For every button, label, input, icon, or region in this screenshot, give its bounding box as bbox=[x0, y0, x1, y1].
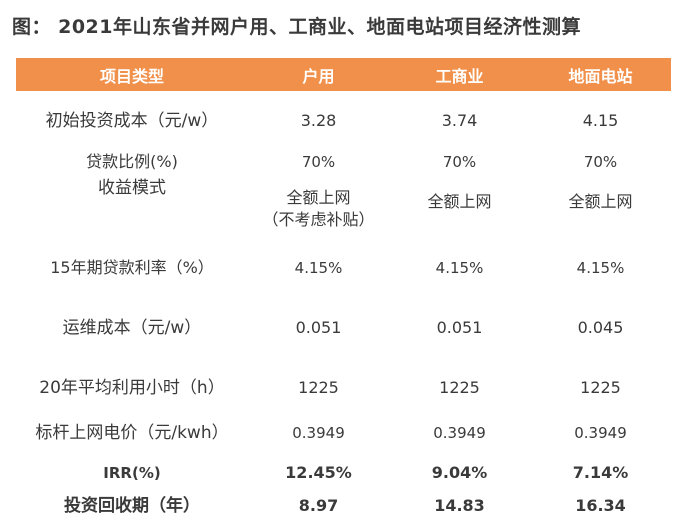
cell-value: 0.045 bbox=[577, 318, 624, 337]
cell-value: 12.45% bbox=[285, 463, 352, 482]
row-label: IRR(%) bbox=[103, 464, 161, 482]
economics-table: 项目类型 户用 工商业 地面电站 初始投资成本（元/w） 3.28 3.74 4… bbox=[16, 58, 671, 521]
row-label: 15年期贷款利率（%） bbox=[50, 258, 214, 277]
cell-value: 4.15 bbox=[582, 111, 619, 130]
cell-value: 1225 bbox=[298, 378, 339, 397]
cell-value-main: 全额上网 bbox=[286, 188, 351, 207]
table-row: 20年平均利用小时（h） 1225 1225 1225 bbox=[16, 365, 671, 411]
header-ground-station: 地面电站 bbox=[530, 58, 671, 91]
table-row: 标杆上网电价（元/kwh） 0.3949 0.3949 0.3949 bbox=[16, 411, 671, 455]
row-label: 贷款比例(%) bbox=[86, 152, 178, 171]
cell-value: 7.14% bbox=[572, 463, 629, 482]
cell-value: 9.04% bbox=[431, 463, 488, 482]
cell-value: 全额上网 bbox=[427, 192, 492, 211]
page-title: 图： 2021年山东省并网户用、工商业、地面电站项目经济性测算 bbox=[12, 16, 581, 38]
cell-value: 全额上网 bbox=[568, 192, 633, 211]
economics-table-container: 项目类型 户用 工商业 地面电站 初始投资成本（元/w） 3.28 3.74 4… bbox=[16, 58, 671, 516]
table-row: 运维成本（元/w） 0.051 0.051 0.045 bbox=[16, 291, 671, 365]
table-header-row: 项目类型 户用 工商业 地面电站 bbox=[16, 58, 671, 91]
cell-value: 全额上网 （不考虑补贴） bbox=[248, 173, 389, 245]
cell-value: 3.74 bbox=[441, 111, 478, 130]
cell-value: 3.28 bbox=[300, 111, 337, 130]
cell-value: 4.15% bbox=[576, 259, 625, 277]
table-row: 投资回收期（年） 8.97 14.83 16.34 bbox=[16, 491, 671, 521]
table-row: IRR(%) 12.45% 9.04% 7.14% bbox=[16, 455, 671, 491]
cell-value: 4.15% bbox=[294, 259, 343, 277]
row-label: 20年平均利用小时（h） bbox=[39, 378, 225, 398]
cell-value: 0.051 bbox=[436, 318, 483, 337]
cell-value-note: （不考虑补贴） bbox=[262, 210, 375, 229]
cell-value: 0.3949 bbox=[433, 424, 486, 442]
cell-value: 0.051 bbox=[295, 318, 342, 337]
header-residential: 户用 bbox=[248, 58, 389, 91]
cell-value: 14.83 bbox=[434, 496, 485, 515]
cell-value: 70% bbox=[301, 153, 336, 171]
header-project-type: 项目类型 bbox=[16, 58, 248, 91]
table-row: 收益模式 全额上网 （不考虑补贴） 全额上网 全额上网 bbox=[16, 173, 671, 245]
row-label: 运维成本（元/w） bbox=[62, 318, 202, 338]
cell-value: 0.3949 bbox=[292, 424, 345, 442]
cell-value: 4.15% bbox=[435, 259, 484, 277]
table-row: 15年期贷款利率（%） 4.15% 4.15% 4.15% bbox=[16, 245, 671, 291]
header-commercial: 工商业 bbox=[389, 58, 530, 91]
row-label: 初始投资成本（元/w） bbox=[45, 111, 219, 131]
cell-value: 8.97 bbox=[298, 496, 339, 515]
table-row: 初始投资成本（元/w） 3.28 3.74 4.15 bbox=[16, 91, 671, 151]
cell-value: 1225 bbox=[580, 378, 621, 397]
row-label: 标杆上网电价（元/kwh） bbox=[35, 423, 229, 443]
cell-value: 70% bbox=[583, 153, 618, 171]
table-row: 贷款比例(%) 70% 70% 70% bbox=[16, 151, 671, 173]
cell-value: 1225 bbox=[439, 378, 480, 397]
row-label: 收益模式 bbox=[98, 178, 166, 198]
cell-value: 0.3949 bbox=[574, 424, 627, 442]
cell-value: 70% bbox=[442, 153, 477, 171]
cell-value: 16.34 bbox=[575, 496, 626, 515]
row-label: 投资回收期（年） bbox=[64, 496, 200, 516]
